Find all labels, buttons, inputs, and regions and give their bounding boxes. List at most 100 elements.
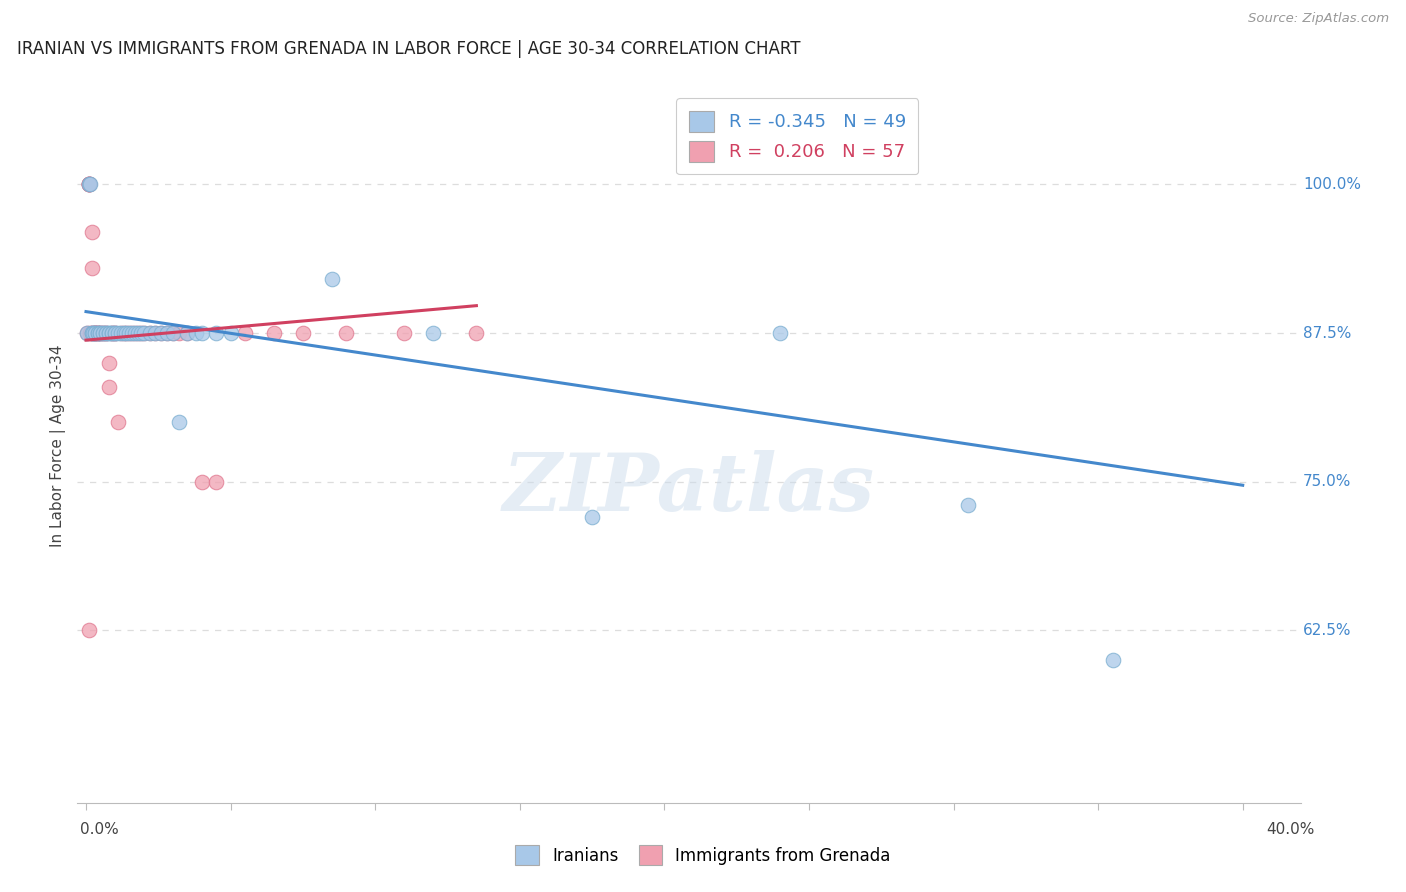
Point: [150, 326, 173, 340]
Point: [121, 326, 143, 340]
Point: [205, 475, 228, 489]
Point: [101, 326, 124, 340]
Point: [124, 326, 146, 340]
Point: [1101, 653, 1123, 667]
Point: [335, 326, 357, 340]
Point: [93, 326, 115, 340]
Point: [76, 326, 98, 340]
Point: [83, 326, 105, 340]
Point: [79, 178, 101, 192]
Point: [77, 178, 100, 192]
Point: [96, 326, 118, 340]
Point: [83, 326, 105, 340]
Point: [101, 326, 124, 340]
Text: 62.5%: 62.5%: [1303, 623, 1351, 638]
Point: [233, 326, 256, 340]
Point: [77, 624, 100, 638]
Point: [107, 326, 129, 340]
Point: [422, 326, 444, 340]
Point: [80, 326, 103, 340]
Point: [80, 326, 103, 340]
Text: Source: ZipAtlas.com: Source: ZipAtlas.com: [1249, 12, 1389, 25]
Point: [127, 326, 149, 340]
Point: [104, 326, 127, 340]
Point: [93, 326, 115, 340]
Text: 100.0%: 100.0%: [1303, 177, 1361, 192]
Point: [162, 326, 184, 340]
Point: [93, 326, 115, 340]
Point: [145, 326, 167, 340]
Point: [205, 326, 228, 340]
Point: [80, 225, 103, 239]
Point: [115, 326, 138, 340]
Point: [110, 326, 132, 340]
Legend: Iranians, Immigrants from Grenada: Iranians, Immigrants from Grenada: [508, 837, 898, 873]
Point: [86, 326, 108, 340]
Point: [118, 326, 141, 340]
Point: [96, 326, 118, 340]
Point: [89, 326, 111, 340]
Point: [167, 326, 190, 340]
Point: [80, 326, 103, 340]
Point: [110, 326, 132, 340]
Point: [83, 326, 105, 340]
Legend: R = -0.345   N = 49, R =  0.206   N = 57: R = -0.345 N = 49, R = 0.206 N = 57: [676, 98, 918, 174]
Text: 87.5%: 87.5%: [1303, 326, 1351, 341]
Text: 75.0%: 75.0%: [1303, 475, 1351, 489]
Point: [89, 326, 111, 340]
Point: [80, 260, 103, 275]
Point: [77, 178, 100, 192]
Point: [132, 326, 155, 340]
Text: ZIPatlas: ZIPatlas: [503, 450, 875, 527]
Point: [176, 326, 198, 340]
Point: [112, 326, 135, 340]
Point: [219, 326, 242, 340]
Point: [89, 326, 111, 340]
Y-axis label: In Labor Force | Age 30-34: In Labor Force | Age 30-34: [51, 344, 66, 548]
Point: [96, 326, 118, 340]
Point: [82, 326, 104, 340]
Point: [98, 326, 121, 340]
Point: [86, 326, 108, 340]
Point: [138, 326, 160, 340]
Point: [89, 326, 111, 340]
Point: [956, 499, 979, 513]
Point: [83, 326, 105, 340]
Point: [107, 415, 129, 429]
Point: [76, 326, 98, 340]
Point: [150, 326, 173, 340]
Point: [98, 326, 121, 340]
Point: [83, 326, 105, 340]
Point: [263, 326, 285, 340]
Point: [115, 326, 138, 340]
Point: [769, 326, 792, 340]
Point: [77, 178, 100, 192]
Point: [98, 356, 121, 370]
Point: [321, 272, 343, 286]
Point: [86, 326, 108, 340]
Point: [291, 326, 314, 340]
Point: [79, 326, 101, 340]
Point: [77, 178, 100, 192]
Point: [167, 415, 190, 429]
Point: [124, 326, 146, 340]
Point: [127, 326, 149, 340]
Point: [104, 326, 127, 340]
Point: [77, 178, 100, 192]
Point: [176, 326, 198, 340]
Point: [190, 475, 212, 489]
Text: IRANIAN VS IMMIGRANTS FROM GRENADA IN LABOR FORCE | AGE 30-34 CORRELATION CHART: IRANIAN VS IMMIGRANTS FROM GRENADA IN LA…: [17, 40, 800, 58]
Point: [83, 326, 105, 340]
Point: [145, 326, 167, 340]
Point: [121, 326, 143, 340]
Point: [465, 326, 488, 340]
Text: 0.0%: 0.0%: [80, 822, 120, 837]
Point: [101, 326, 124, 340]
Point: [156, 326, 179, 340]
Point: [112, 326, 135, 340]
Point: [118, 326, 141, 340]
Point: [190, 326, 212, 340]
Point: [104, 326, 127, 340]
Point: [83, 326, 105, 340]
Point: [86, 326, 108, 340]
